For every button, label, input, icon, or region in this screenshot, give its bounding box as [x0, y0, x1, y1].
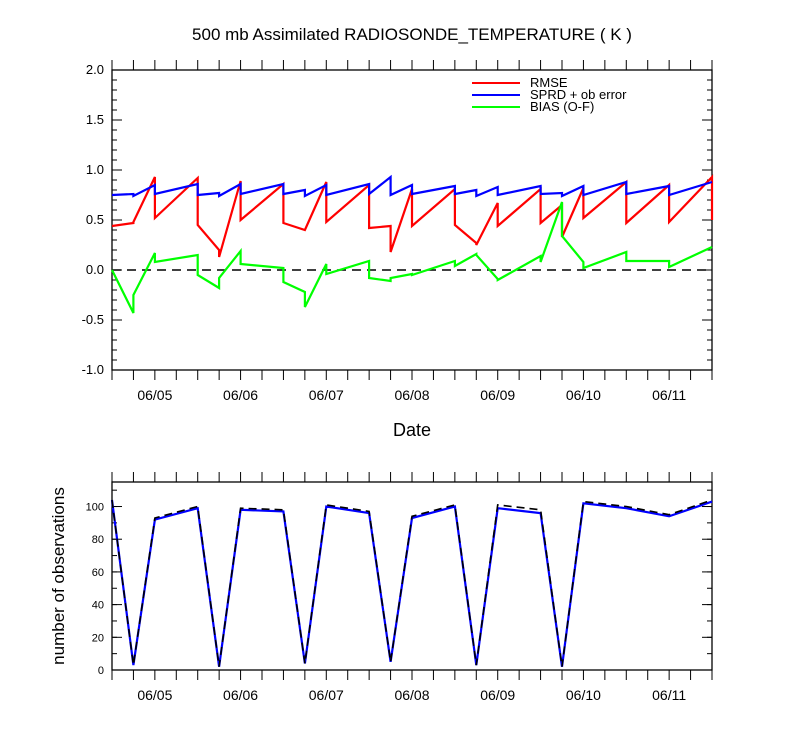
series-line-rmse — [111, 174, 714, 258]
x-tick-label: 06/05 — [137, 387, 172, 403]
x-tick-label: 06/07 — [309, 387, 344, 403]
y-tick-label: 0.5 — [86, 212, 104, 227]
series-line-sprd-ob-error — [111, 174, 713, 198]
y-tick-label: -1.0 — [82, 362, 104, 377]
y-tick-label: 80 — [92, 534, 104, 546]
y-tick-label: 1.0 — [86, 162, 104, 177]
y-axis: 0 20 40 60 80 100 — [86, 489, 712, 677]
x-tick-label: 06/08 — [394, 387, 429, 403]
legend-label: RMSE — [530, 75, 568, 90]
y-tick-label: 0 — [98, 665, 104, 677]
series-line-observations-solid — [110, 499, 713, 667]
y-tick-label: 60 — [92, 567, 104, 579]
plot-frame — [111, 481, 713, 671]
x-tick-label: 06/10 — [566, 387, 601, 403]
x-axis: 06/05 06/06 06/07 06/08 06/09 06/10 06/11 — [111, 472, 713, 703]
top-chart: 500 mb Assimilated RADIOSONDE_TEMPERATUR… — [82, 25, 714, 440]
x-tick-label: 06/05 — [137, 687, 172, 703]
x-tick-label: 06/11 — [652, 387, 686, 403]
x-tick-label: 06/10 — [566, 687, 601, 703]
x-tick-label: 06/08 — [394, 687, 429, 703]
series-line-bias-o-f — [111, 201, 713, 314]
y-tick-label: 40 — [92, 600, 104, 612]
y-axis: 2.0 1.5 1.0 0.5 0.0 -0.5 -1.0 — [82, 62, 712, 377]
y-tick-label: 0.0 — [86, 262, 104, 277]
legend-label: BIAS (O-F) — [530, 99, 594, 114]
x-tick-label: 06/07 — [309, 687, 344, 703]
series-group — [110, 499, 713, 667]
x-tick-label: 06/09 — [480, 687, 515, 703]
x-tick-label: 06/06 — [223, 387, 258, 403]
x-axis: 06/05 06/06 06/07 06/08 06/09 06/10 06/11 — [111, 60, 713, 403]
x-tick-label: 06/06 — [223, 687, 258, 703]
chart-title: 500 mb Assimilated RADIOSONDE_TEMPERATUR… — [192, 25, 632, 44]
y-tick-label: 20 — [92, 632, 104, 644]
y-tick-label: 1.5 — [86, 112, 104, 127]
y-tick-label: -0.5 — [82, 312, 104, 327]
x-axis-label: Date — [393, 420, 431, 440]
y-tick-label: 2.0 — [86, 62, 104, 77]
x-tick-label: 06/11 — [652, 687, 686, 703]
legend-label: SPRD + ob error — [530, 87, 627, 102]
y-axis-label: number of observations — [49, 487, 68, 665]
series-line-observations-dashed — [111, 499, 713, 667]
x-tick-label: 06/09 — [480, 387, 515, 403]
series-group — [111, 174, 714, 314]
y-tick-label: 100 — [86, 502, 104, 514]
